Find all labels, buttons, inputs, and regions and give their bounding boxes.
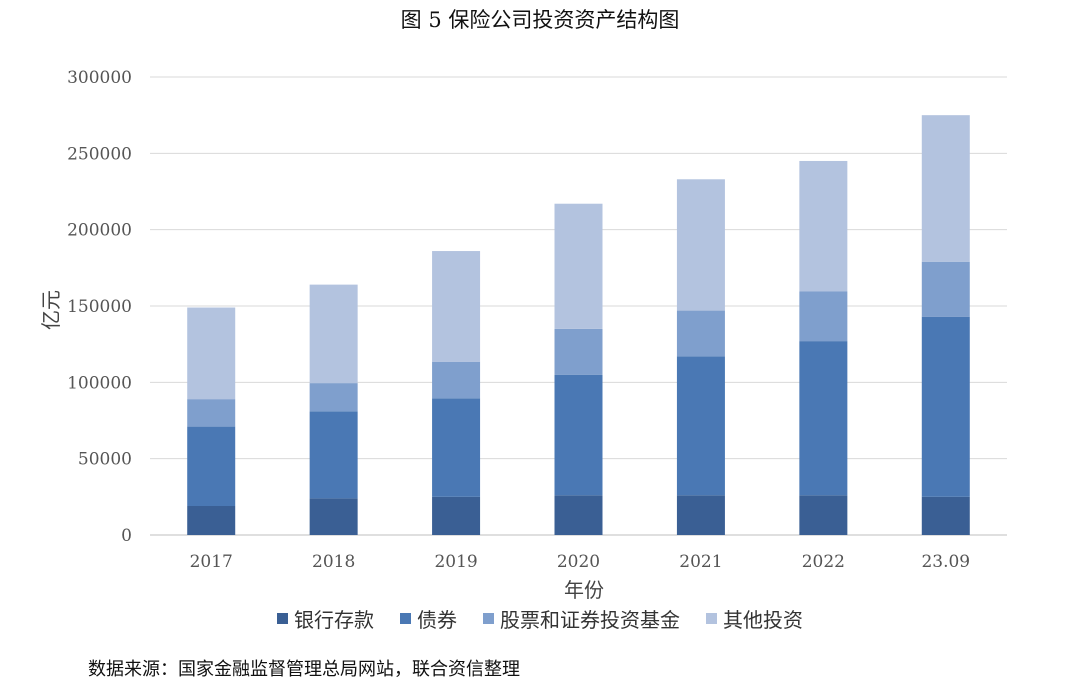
legend-label: 股票和证券投资基金: [500, 608, 680, 632]
legend-item-other: 其他投资: [706, 604, 803, 633]
legend-label: 债券: [417, 608, 457, 632]
bar-segment: [309, 383, 358, 412]
stacked-bar-chart: 0 50000 100000 150000 200000 250000 300000 201…: [39, 68, 1007, 600]
bar-segment: [554, 374, 603, 496]
bar-segment: [187, 399, 236, 427]
bar-segment: [554, 328, 603, 375]
bar-segment: [554, 495, 603, 535]
x-axis-label: 年份: [564, 578, 604, 600]
x-tick-label: 2021: [679, 552, 722, 572]
x-tick-label: 2019: [434, 552, 477, 572]
bar-segment: [432, 398, 481, 497]
bar-segment: [187, 307, 236, 400]
bar-segment: [676, 356, 725, 496]
y-tick-label: 200000: [67, 221, 132, 241]
bar-segment: [432, 496, 481, 535]
bar-segment: [921, 115, 970, 262]
legend-label: 其他投资: [723, 608, 803, 632]
x-tick-label: 2017: [190, 552, 233, 572]
bars: [187, 115, 970, 535]
bar-segment: [309, 411, 358, 499]
legend-label: 银行存款: [294, 608, 374, 632]
bar-segment: [432, 251, 481, 362]
legend-item-bonds: 债券: [400, 604, 457, 633]
x-tick-label: 2018: [312, 552, 355, 572]
chart-title: 图 5 保险公司投资资产结构图: [400, 8, 680, 32]
x-tick-label: 2020: [557, 552, 600, 572]
bar-segment: [554, 203, 603, 329]
y-axis-label: 亿元: [39, 290, 63, 330]
y-tick-label: 50000: [78, 450, 132, 470]
bar-segment: [799, 291, 848, 342]
legend: 银行存款 债券 股票和证券投资基金 其他投资: [0, 604, 1080, 633]
bar-segment: [309, 284, 358, 384]
y-tick-label: 300000: [67, 68, 132, 88]
y-tick-label: 150000: [67, 297, 132, 317]
x-tick-label: 2022: [802, 552, 845, 572]
legend-swatch: [483, 613, 494, 624]
legend-swatch: [400, 613, 411, 624]
bar-segment: [309, 498, 358, 535]
data-source-note: 数据来源：国家金融监督管理总局网站，联合资信整理: [88, 659, 520, 680]
y-tick-label: 250000: [67, 144, 132, 164]
bar-segment: [799, 495, 848, 535]
x-tick-labels: 2017 2018 2019 2020 2021 2022 23.09: [190, 552, 971, 572]
x-tick-label: 23.09: [921, 552, 970, 572]
bar-segment: [676, 179, 725, 311]
legend-swatch: [277, 613, 288, 624]
legend-item-stocks-funds: 股票和证券投资基金: [483, 604, 680, 633]
bar-segment: [921, 496, 970, 535]
bar-segment: [187, 426, 236, 506]
bar-segment: [921, 316, 970, 497]
y-tick-label: 0: [121, 526, 132, 546]
bar-segment: [187, 505, 236, 535]
bar-segment: [921, 261, 970, 317]
legend-item-deposits: 银行存款: [277, 604, 374, 633]
y-tick-labels: 0 50000 100000 150000 200000 250000 300000: [67, 68, 132, 546]
bar-segment: [432, 361, 481, 399]
y-tick-label: 100000: [67, 373, 132, 393]
bar-segment: [676, 310, 725, 357]
bar-segment: [799, 341, 848, 496]
bar-segment: [676, 495, 725, 535]
legend-swatch: [706, 613, 717, 624]
bar-segment: [799, 160, 848, 292]
